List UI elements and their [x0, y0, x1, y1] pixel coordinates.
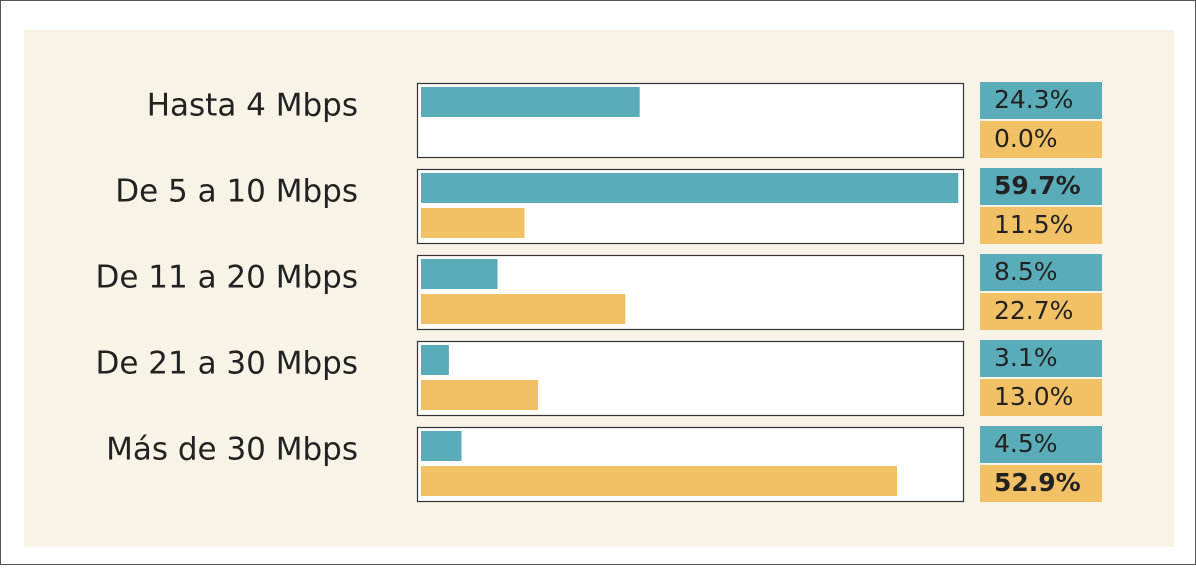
value-label-bg	[980, 168, 1102, 205]
category-label: Más de 30 Mbps	[106, 432, 358, 468]
bar	[421, 259, 498, 289]
bar	[421, 380, 538, 410]
bar	[421, 87, 640, 117]
value-label: 0.0%	[994, 124, 1058, 153]
value-label: 59.7%	[994, 171, 1081, 200]
category-label: De 5 a 10 Mbps	[115, 174, 358, 210]
bar	[421, 173, 959, 203]
value-label-bg	[980, 465, 1102, 502]
bar-box	[416, 82, 965, 159]
value-label: 13.0%	[994, 382, 1073, 411]
bar	[421, 431, 462, 461]
bar	[421, 208, 525, 238]
value-label-bg	[980, 293, 1102, 330]
bar	[421, 294, 626, 324]
value-label: 11.5%	[994, 210, 1073, 239]
value-label: 8.5%	[994, 257, 1058, 286]
value-label: 52.9%	[994, 468, 1081, 497]
value-label-bg	[980, 254, 1102, 291]
value-label-bg	[980, 340, 1102, 377]
value-label-bg	[980, 82, 1102, 119]
category-label: Hasta 4 Mbps	[147, 88, 358, 124]
bar	[421, 345, 449, 375]
value-label-bg	[980, 426, 1102, 463]
category-label: De 11 a 20 Mbps	[95, 260, 358, 296]
bar	[421, 466, 898, 496]
category-label: De 21 a 30 Mbps	[95, 346, 358, 382]
value-label: 24.3%	[994, 85, 1073, 114]
value-label-bg	[980, 207, 1102, 244]
value-label: 4.5%	[994, 429, 1058, 458]
value-label: 22.7%	[994, 296, 1073, 325]
value-label-bg	[980, 121, 1102, 158]
value-label-bg	[980, 379, 1102, 416]
value-label: 3.1%	[994, 343, 1058, 372]
